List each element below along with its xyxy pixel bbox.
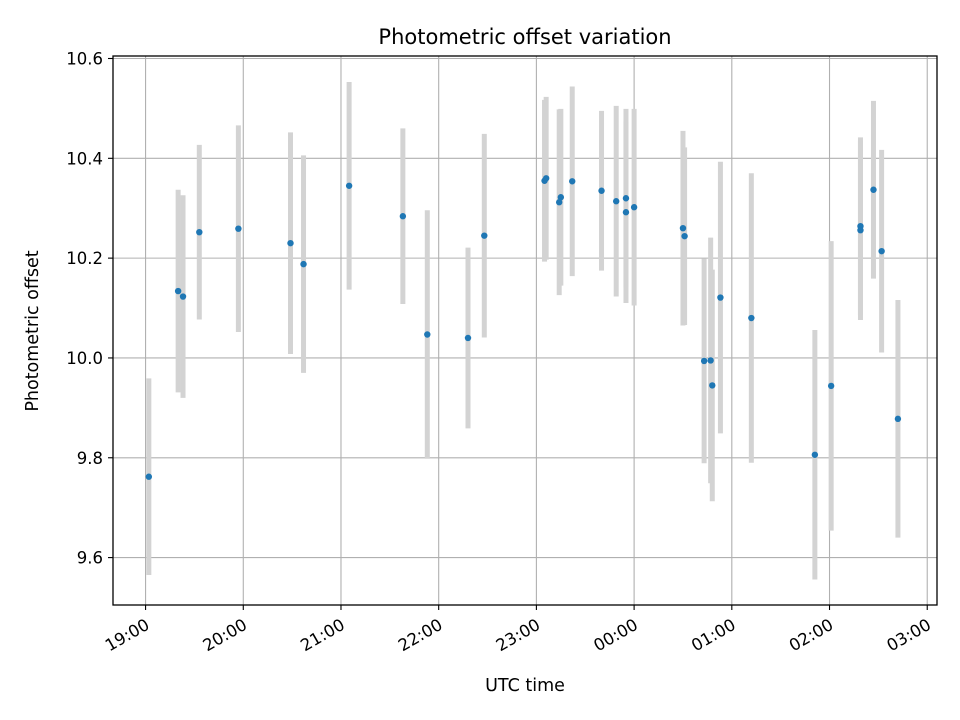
data-point xyxy=(681,232,688,240)
y-tick-label: 10.4 xyxy=(66,149,103,168)
data-point xyxy=(598,187,605,194)
data-point xyxy=(557,194,565,201)
y-tick-label: 10.2 xyxy=(66,249,103,268)
data-point xyxy=(857,226,864,234)
data-point xyxy=(542,175,550,182)
data-point xyxy=(717,294,724,301)
data-point xyxy=(870,186,877,193)
data-point xyxy=(709,382,716,389)
plot-frame xyxy=(112,55,938,606)
y-tick-label: 9.8 xyxy=(77,449,103,468)
data-point xyxy=(827,382,835,390)
data-point xyxy=(555,199,563,206)
data-point xyxy=(464,334,472,342)
data-point xyxy=(630,204,638,211)
data-point xyxy=(878,247,885,255)
data-point xyxy=(179,293,187,300)
data-point xyxy=(145,473,153,480)
chart-title: Photometric offset variation xyxy=(378,25,671,49)
data-point xyxy=(612,198,620,205)
data-point xyxy=(622,209,630,216)
data-point xyxy=(345,182,353,189)
data-point xyxy=(399,213,407,220)
y-tick-label: 9.6 xyxy=(77,549,103,568)
data-point xyxy=(300,260,307,268)
data-point xyxy=(569,178,576,185)
y-axis-label: Photometric offset xyxy=(23,250,43,411)
y-tick-label: 10.6 xyxy=(66,49,103,68)
x-axis-label: UTC time xyxy=(485,676,565,696)
data-point xyxy=(196,228,203,236)
data-point xyxy=(707,357,714,364)
grid-lines xyxy=(113,56,937,605)
data-point xyxy=(894,415,902,423)
data-points xyxy=(145,175,902,480)
data-point xyxy=(174,287,182,295)
data-point xyxy=(481,232,488,239)
data-point xyxy=(700,357,708,365)
data-point xyxy=(811,451,819,458)
data-point xyxy=(679,224,687,232)
data-point xyxy=(424,331,431,338)
data-point xyxy=(622,195,630,202)
y-tick-label: 10.0 xyxy=(66,349,103,368)
data-point xyxy=(287,239,294,247)
data-point xyxy=(748,314,755,322)
data-point xyxy=(235,225,242,232)
y-axis-ticks: 9.6 9.8 10.0 10.2 10.4 10.6 xyxy=(66,49,113,568)
